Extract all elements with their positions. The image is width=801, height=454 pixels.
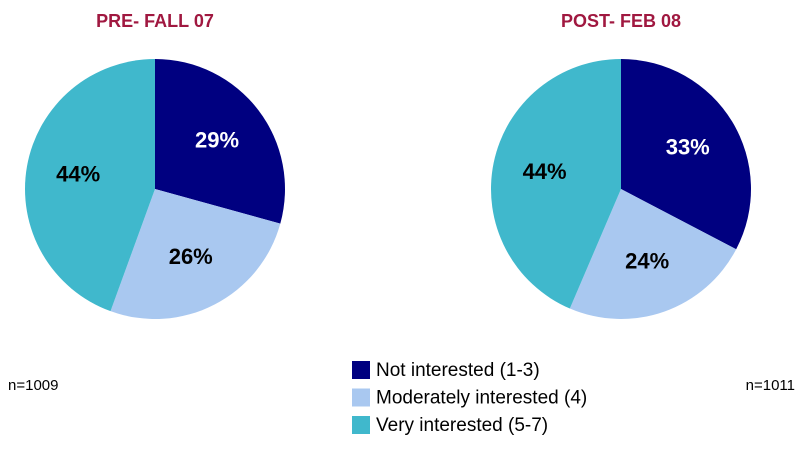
pie-slice — [490, 59, 621, 309]
value-label: 24% — [625, 248, 669, 273]
pie-slice — [25, 59, 155, 312]
pie-slice — [621, 59, 751, 250]
value-label: 26% — [169, 244, 213, 269]
pie-slice — [569, 189, 737, 319]
pie-slice — [155, 59, 285, 224]
value-label: 44% — [523, 159, 567, 184]
legend-swatch — [352, 388, 370, 407]
legend-label: Very interested (5-7) — [376, 415, 548, 436]
value-label: 29% — [195, 128, 239, 153]
chart-title: POST- FEB 08 — [561, 11, 681, 31]
legend-swatch — [352, 361, 370, 379]
value-label: 44% — [56, 161, 100, 186]
chart-title: PRE- FALL 07 — [96, 11, 214, 31]
value-label: 33% — [666, 134, 710, 159]
legend-swatch — [352, 416, 370, 434]
sample-size: n=1009 — [8, 377, 58, 394]
legend-label: Not interested (1-3) — [376, 360, 540, 381]
pie-slice — [110, 189, 281, 319]
sample-size: n=1011 — [746, 377, 795, 394]
legend-label: Moderately interested (4) — [376, 388, 587, 409]
